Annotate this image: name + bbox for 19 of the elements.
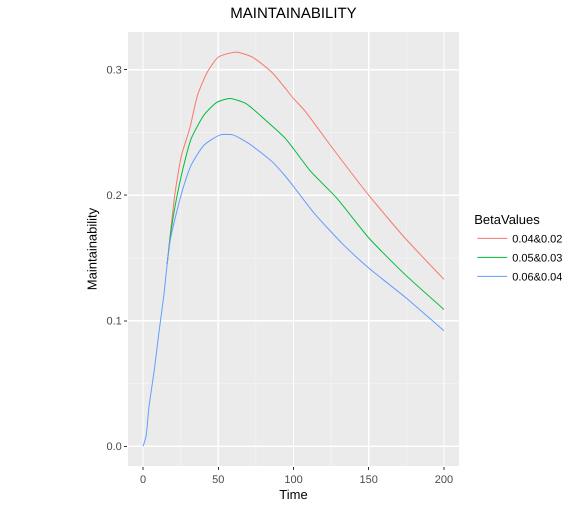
line-series <box>142 134 444 447</box>
x-tick-label: 150 <box>360 474 378 486</box>
line-series <box>166 98 444 310</box>
y-axis-title: Maintainability <box>84 207 100 290</box>
x-tick-label: 0 <box>140 474 146 486</box>
y-tick-label: 0.3 <box>106 64 122 77</box>
x-tick-label: 200 <box>434 474 454 486</box>
legend-label: 0.04&0.02 <box>512 234 562 246</box>
legend-label: 0.06&0.04 <box>512 272 562 284</box>
y-tick-label: 0.2 <box>106 190 122 202</box>
legend-title: BetaValues <box>474 212 540 227</box>
x-axis-title: Time <box>279 486 308 502</box>
y-tick-label: 0.0 <box>106 441 122 454</box>
line-series <box>166 52 444 280</box>
chart-title: MAINTAINABILITY <box>230 5 357 22</box>
x-tick-label: 50 <box>212 474 224 486</box>
legend-label: 0.05&0.03 <box>512 252 562 265</box>
y-tick-label: 0.1 <box>106 316 122 328</box>
x-tick-label: 100 <box>284 474 303 486</box>
